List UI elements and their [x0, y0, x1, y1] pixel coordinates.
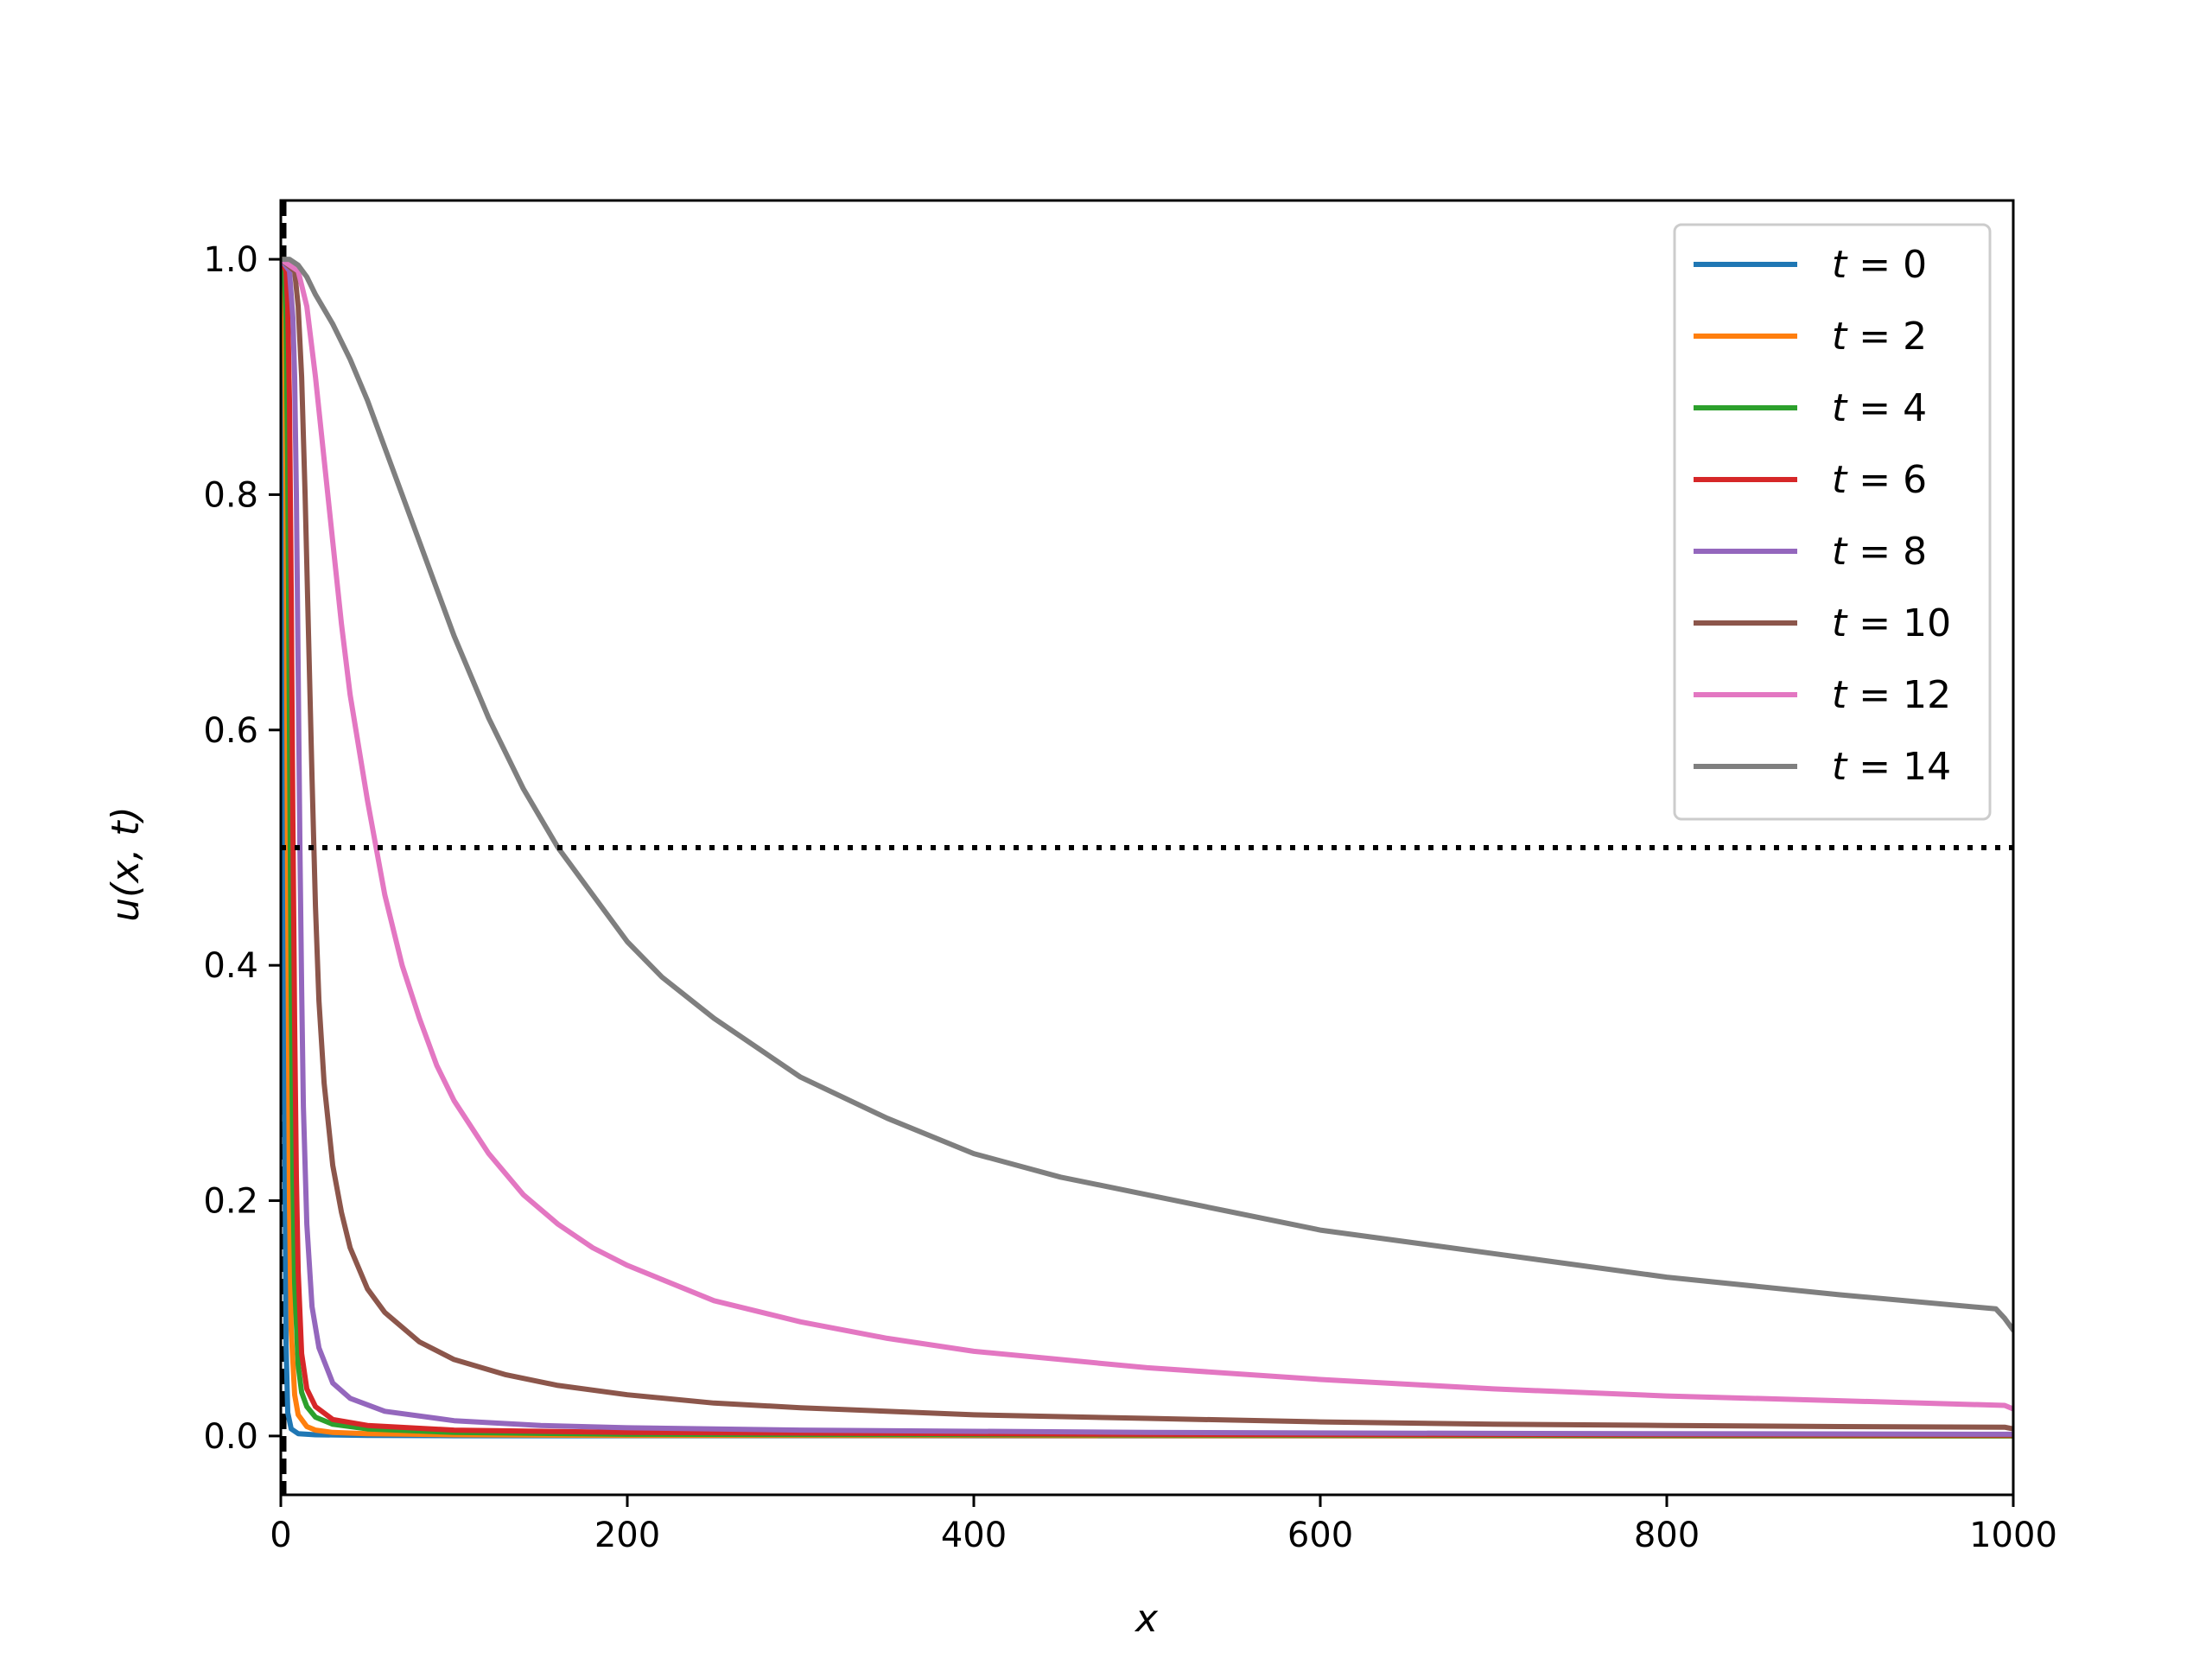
y-tick-label: 0.0	[203, 1417, 258, 1457]
series-line-4	[281, 257, 2013, 1437]
series-line-3	[281, 257, 2013, 1438]
plot-area	[281, 200, 2013, 1495]
x-tick-label: 400	[941, 1516, 1007, 1555]
y-tick-label: 1.0	[203, 240, 258, 280]
legend-label-5: t = 10	[1832, 601, 1951, 645]
y-tick-label: 0.4	[203, 946, 258, 986]
legend-box	[1673, 223, 1992, 821]
x-tick-label: 600	[1287, 1516, 1353, 1555]
y-tick-label: 0.8	[203, 475, 258, 515]
legend: t = 0 t = 2 t = 4 t = 6 t = 8 t = 10 t = 12 t =…	[1673, 223, 1992, 821]
legend-label-0: t = 0	[1832, 243, 1927, 287]
axes: 0 200 400 600 800 1000 0.0 0.2 0.4 0.6 0.8 1.0	[203, 199, 2057, 1555]
series-line-5	[281, 257, 2013, 1432]
legend-label-1: t = 2	[1832, 315, 1927, 359]
legend-label-3: t = 6	[1832, 458, 1927, 502]
y-axis-label: u(x, t)	[104, 806, 148, 921]
legend-label-4: t = 8	[1832, 530, 1927, 574]
axes-frame	[279, 199, 2015, 1497]
legend-label-6: t = 12	[1832, 673, 1951, 717]
x-axis-label: x	[1134, 1597, 1159, 1641]
x-tick-label: 1000	[1969, 1516, 2057, 1555]
x-tick-label: 200	[594, 1516, 660, 1555]
series-line-6	[281, 257, 2013, 1412]
legend-label-2: t = 4	[1832, 386, 1927, 430]
x-tick-label: 800	[1634, 1516, 1700, 1555]
y-tick-label: 0.2	[203, 1182, 258, 1222]
y-tick-label: 0.6	[203, 711, 258, 751]
legend-label-7: t = 14	[1832, 745, 1951, 789]
series-line-7	[281, 257, 2013, 1333]
x-tick-label: 0	[270, 1516, 291, 1555]
